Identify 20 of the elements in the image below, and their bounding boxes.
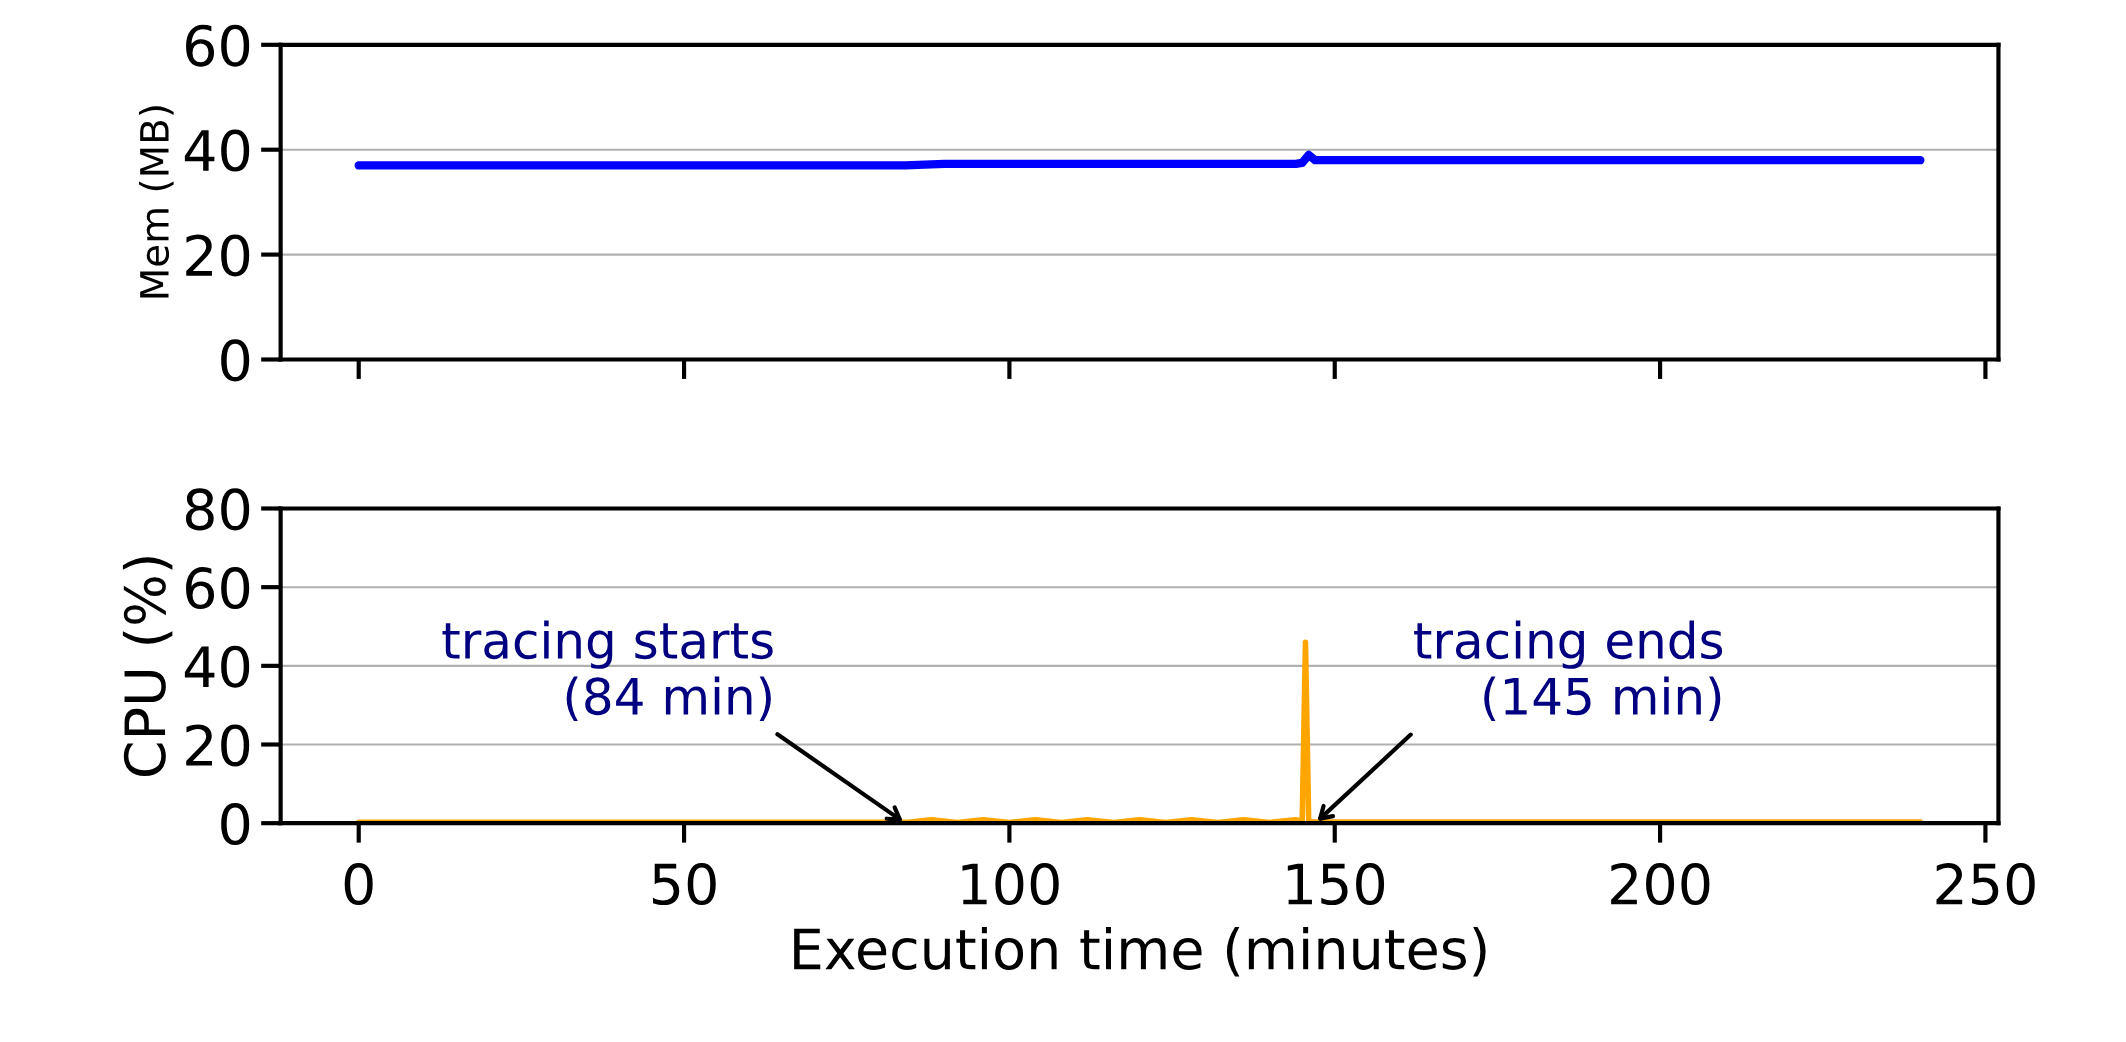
annotation: tracing ends (145 min) [1414, 620, 1723, 722]
x-tick-label: 200 [1611, 863, 1710, 906]
x-tick-label: 0 [344, 863, 373, 906]
y-tick-label: 0 [221, 803, 250, 846]
annotation: tracing starts (84 min) [442, 620, 773, 722]
y-tick-label: 40 [184, 129, 250, 172]
y-tick-label: 60 [186, 567, 250, 610]
y-tick-label: 60 [186, 24, 250, 67]
x-tick-label: 250 [1936, 863, 2035, 906]
y-tick-label: 0 [221, 339, 250, 382]
y-axis-title: CPU (%) [122, 557, 173, 777]
y-tick-label: 80 [185, 488, 250, 531]
x-tick-label: 150 [1287, 863, 1385, 906]
x-tick-label: 100 [962, 863, 1059, 906]
y-axis-title: Mem (MB) [139, 106, 174, 298]
x-tick-label: 50 [653, 863, 716, 906]
y-tick-label: 20 [186, 234, 250, 277]
y-tick-label: 40 [184, 645, 250, 688]
y-tick-label: 20 [186, 724, 250, 767]
x-axis-title: Execution time (minutes) [794, 926, 1486, 977]
